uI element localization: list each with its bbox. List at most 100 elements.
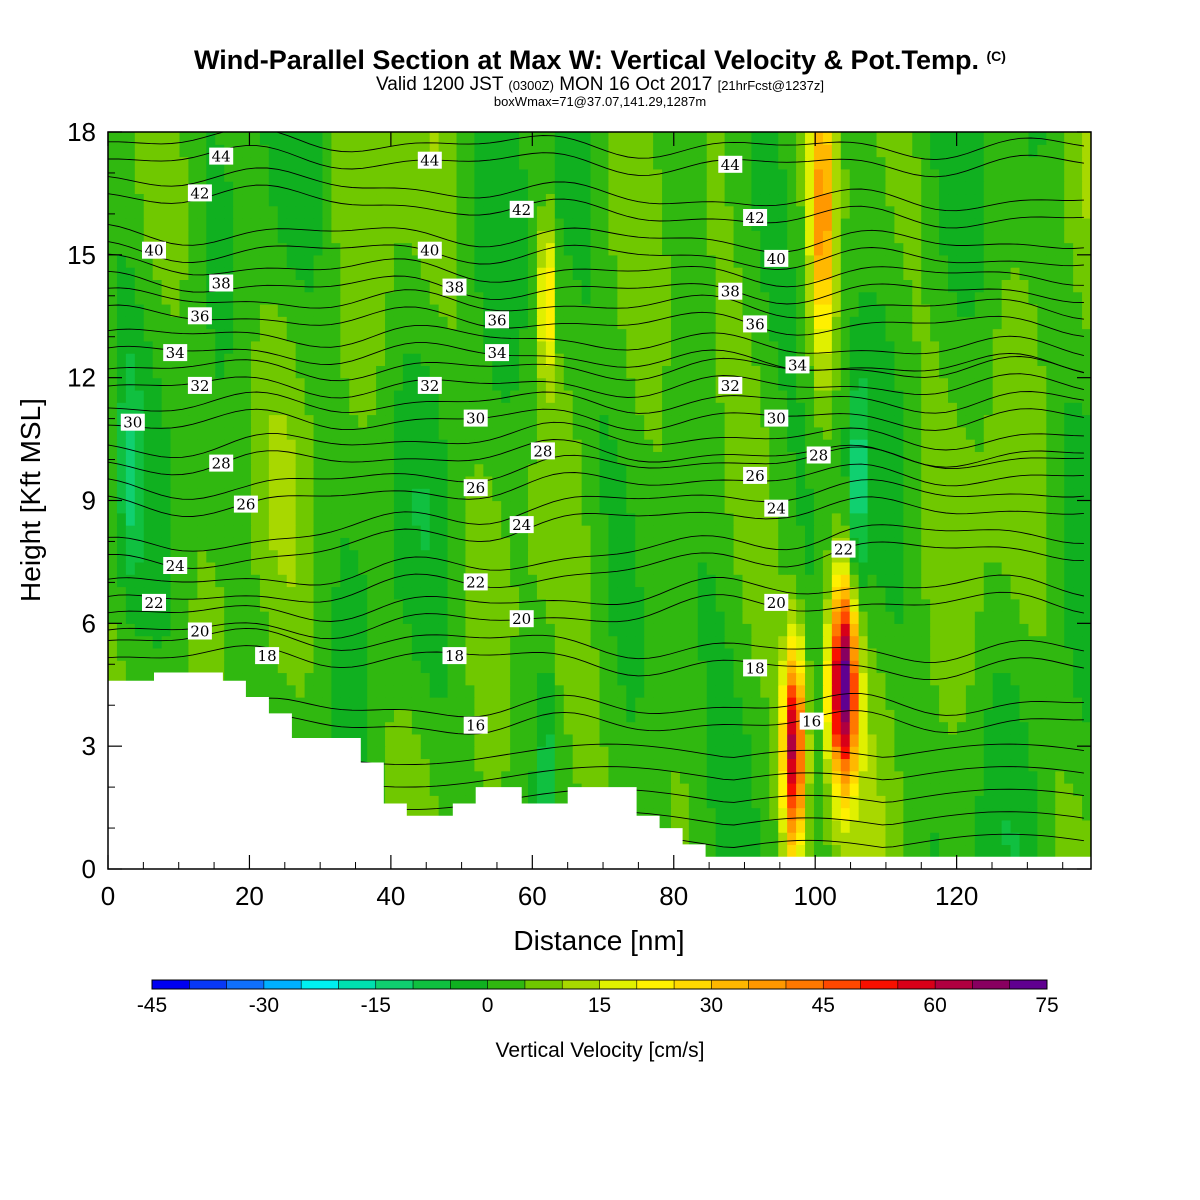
vv-field-cell [402,500,413,514]
vv-field-cell [831,746,842,760]
vv-field-cell [1073,733,1083,747]
vv-field-cell [653,525,663,538]
vv-field-cell [1055,353,1065,366]
vv-field-cell [322,549,333,563]
vv-field-cell [295,647,306,661]
vv-field-cell [134,611,145,624]
vv-field-cell [796,795,806,809]
vv-field-cell [143,512,154,526]
vv-field-cell [876,561,887,575]
vv-field-cell [840,525,851,538]
vv-field-cell [813,733,824,747]
vv-field-cell [456,733,467,747]
vv-field-cell [393,611,404,624]
vv-field-cell [1010,500,1021,514]
vv-field-cell [867,758,878,772]
vv-field-cell [277,316,288,330]
vv-field-cell [948,340,958,354]
vv-field-cell [912,512,922,526]
vv-field-cell [697,832,708,846]
vv-field-cell [545,660,556,674]
vv-field-cell [483,660,493,674]
vv-field-cell [724,475,735,489]
vv-field-cell [1010,353,1021,366]
vv-field-cell [662,340,672,354]
vv-field-cell [1082,414,1091,428]
vv-field-cell [492,500,502,514]
vv-field-cell [885,389,895,403]
vv-field-cell [724,807,735,821]
vv-field-cell [438,537,449,551]
vv-field-cell [1001,561,1012,575]
vv-field-cell [939,660,949,674]
vv-field-cell [510,684,520,698]
vv-field-cell [322,377,333,391]
vv-field-cell [1001,316,1012,330]
vv-field-cell [1037,426,1047,440]
vv-field-cell [152,353,163,366]
vv-field-cell [277,635,288,649]
vv-field-cell [1001,795,1012,809]
vv-field-cell [956,463,967,477]
vv-field-cell [295,451,306,465]
vv-field-cell [894,795,904,809]
vv-field-cell [197,586,207,600]
vv-field-cell [536,647,547,661]
vv-field-cell [215,537,225,551]
vv-field-cell [813,475,824,489]
chart-title-block: Wind-Parallel Section at Max W: Vertical… [0,40,1200,109]
vv-field-cell [644,770,654,784]
vv-field-cell [492,647,502,661]
vv-field-cell [108,525,118,538]
vv-field-cell [697,365,708,379]
chart-subtitle: Valid 1200 JST (0300Z) MON 16 Oct 2017 [… [0,75,1200,94]
vv-field-cell [939,525,949,538]
vv-field-cell [688,549,699,563]
vv-field-cell [983,832,994,846]
vv-field-cell [438,451,449,465]
vv-field-cell [304,402,315,416]
vv-field-cell [170,537,181,551]
vv-field-cell [849,377,860,391]
vv-field-cell [751,525,761,538]
vv-field-cell [393,598,404,612]
vv-field-cell [912,819,922,833]
vv-field-cell [393,660,404,674]
vv-field-cell [697,549,708,563]
vv-field-cell [313,512,324,526]
vv-field-cell [965,426,976,440]
vv-field-cell [992,525,1003,538]
vv-field-cell [679,733,690,747]
vv-field-cell [662,647,672,661]
vv-field-cell [179,598,190,612]
vv-field-cell [402,746,413,760]
vv-field-cell [313,328,324,342]
vv-field-cell [849,795,860,809]
vv-field-cell [706,475,717,489]
vv-field-cell [1082,574,1091,588]
vv-field-cell [965,709,976,723]
vv-field-cell [796,647,806,661]
vv-field-cell [224,561,234,575]
vv-field-cell [840,709,851,723]
vv-field-cell [939,819,949,833]
vv-field-cell [501,758,511,772]
vv-field-cell [492,733,502,747]
vv-field-cell [608,684,618,698]
vv-field-cell [992,353,1003,366]
vv-field-cell [1046,402,1056,416]
vv-field-cell [1073,512,1083,526]
vv-field-cell [930,488,940,502]
vv-field-cell [831,623,842,637]
vv-field-cell [608,623,618,637]
vv-field-cell [831,340,842,354]
vv-field-cell [420,697,431,710]
vv-field-cell [420,303,431,317]
vv-field-cell [465,463,475,477]
vv-field-cell [519,684,529,698]
vv-field-cell [465,709,475,723]
vv-field-cell [813,426,824,440]
vv-field-cell [1073,525,1083,538]
vv-field-cell [1073,328,1083,342]
vv-field-cell [715,770,726,784]
